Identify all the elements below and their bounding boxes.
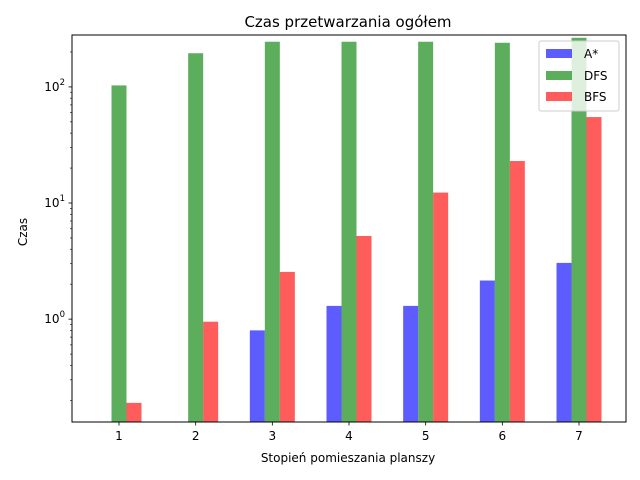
x-tick-label: 7 — [575, 429, 583, 443]
legend: A* DFS BFS — [538, 40, 620, 112]
bar-a-5 — [403, 305, 419, 422]
plot-frame — [71, 34, 627, 423]
x-tick-label: 3 — [269, 429, 277, 443]
bar-bfs-4 — [356, 235, 372, 422]
bar-bfs-3 — [279, 271, 295, 422]
bar-a-6 — [479, 280, 495, 422]
bar-bfs-7 — [586, 117, 602, 422]
chart-title: Czas przetwarzania ogółem — [244, 13, 451, 31]
x-tick-label: 5 — [422, 429, 430, 443]
bar-dfs-1 — [111, 85, 127, 422]
x-tick-label: 6 — [499, 429, 507, 443]
y-tick-label: 100 — [44, 310, 65, 326]
bar-dfs-5 — [418, 41, 434, 423]
legend-label-bfs: BFS — [584, 90, 607, 104]
bar-a-4 — [326, 305, 342, 422]
y-tick-base: 10 — [44, 312, 59, 326]
y-tick-exponent: 2 — [60, 78, 65, 88]
x-tick-label: 2 — [192, 429, 200, 443]
x-ticks-group: 1 2 3 4 5 6 7 — [115, 422, 583, 443]
y-tick-base: 10 — [44, 196, 59, 210]
bar-dfs-2 — [188, 53, 204, 423]
x-tick-label: 1 — [115, 429, 123, 443]
x-tick-label: 4 — [345, 429, 353, 443]
bar-dfs-3 — [264, 41, 280, 423]
y-tick-exponent: 0 — [60, 310, 65, 320]
bar-a-3 — [249, 330, 265, 422]
bar-dfs-7 — [571, 37, 587, 422]
legend-swatch-dfs — [546, 71, 572, 80]
legend-swatch-a-star — [546, 49, 572, 58]
legend-label-dfs: DFS — [584, 69, 608, 83]
bar-bfs-1 — [126, 402, 142, 422]
x-axis-label: Stopień pomieszania planszy — [261, 451, 435, 465]
bar-a-7 — [556, 262, 572, 422]
y-tick-base: 10 — [44, 80, 59, 94]
legend-label-a-star: A* — [584, 47, 598, 61]
legend-swatch-bfs — [546, 92, 572, 101]
y-tick-exponent: 1 — [60, 194, 65, 204]
y-tick-label: 101 — [44, 194, 65, 210]
y-axis-label: Czas — [16, 218, 30, 246]
bar-bfs-6 — [509, 161, 525, 422]
bar-dfs-4 — [341, 41, 357, 423]
bar-bfs-2 — [203, 321, 219, 422]
y-tick-label: 102 — [44, 78, 65, 94]
bar-bfs-5 — [433, 192, 449, 422]
bars-group — [111, 37, 602, 423]
bar-dfs-6 — [494, 42, 510, 423]
